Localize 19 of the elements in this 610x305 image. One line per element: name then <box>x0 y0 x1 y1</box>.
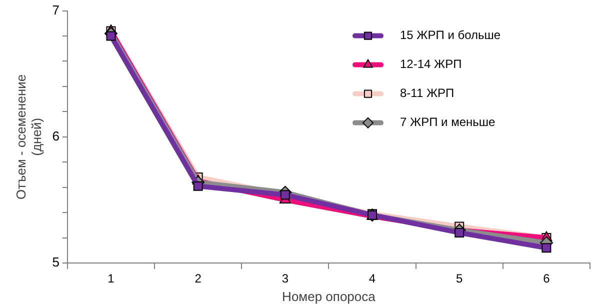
x-tick-label: 6 <box>543 272 550 286</box>
y-axis-title: Отъем - осеменение (дней) <box>13 74 44 200</box>
point <box>106 31 116 41</box>
point <box>193 181 203 191</box>
y-tick-label: 7 <box>52 2 60 18</box>
x-tick-label: 4 <box>368 272 376 286</box>
legend-label: 7 ЖРП и меньше <box>400 115 496 130</box>
point <box>454 228 464 238</box>
legend-label: 15 ЖРП и больше <box>400 28 501 42</box>
x-tick-label: 3 <box>282 272 289 286</box>
y-tick-label: 6 <box>52 128 60 144</box>
legend-label: 12-14 ЖРП <box>400 57 462 72</box>
x-axis-title: Номер опороса <box>282 288 376 304</box>
legend-label: 8-11 ЖРП <box>400 86 454 100</box>
y-tick-label: 5 <box>52 254 60 270</box>
x-tick-label: 2 <box>194 272 202 286</box>
x-tick-label: 5 <box>456 272 464 286</box>
x-tick-label: 1 <box>108 272 115 286</box>
point <box>542 243 552 253</box>
